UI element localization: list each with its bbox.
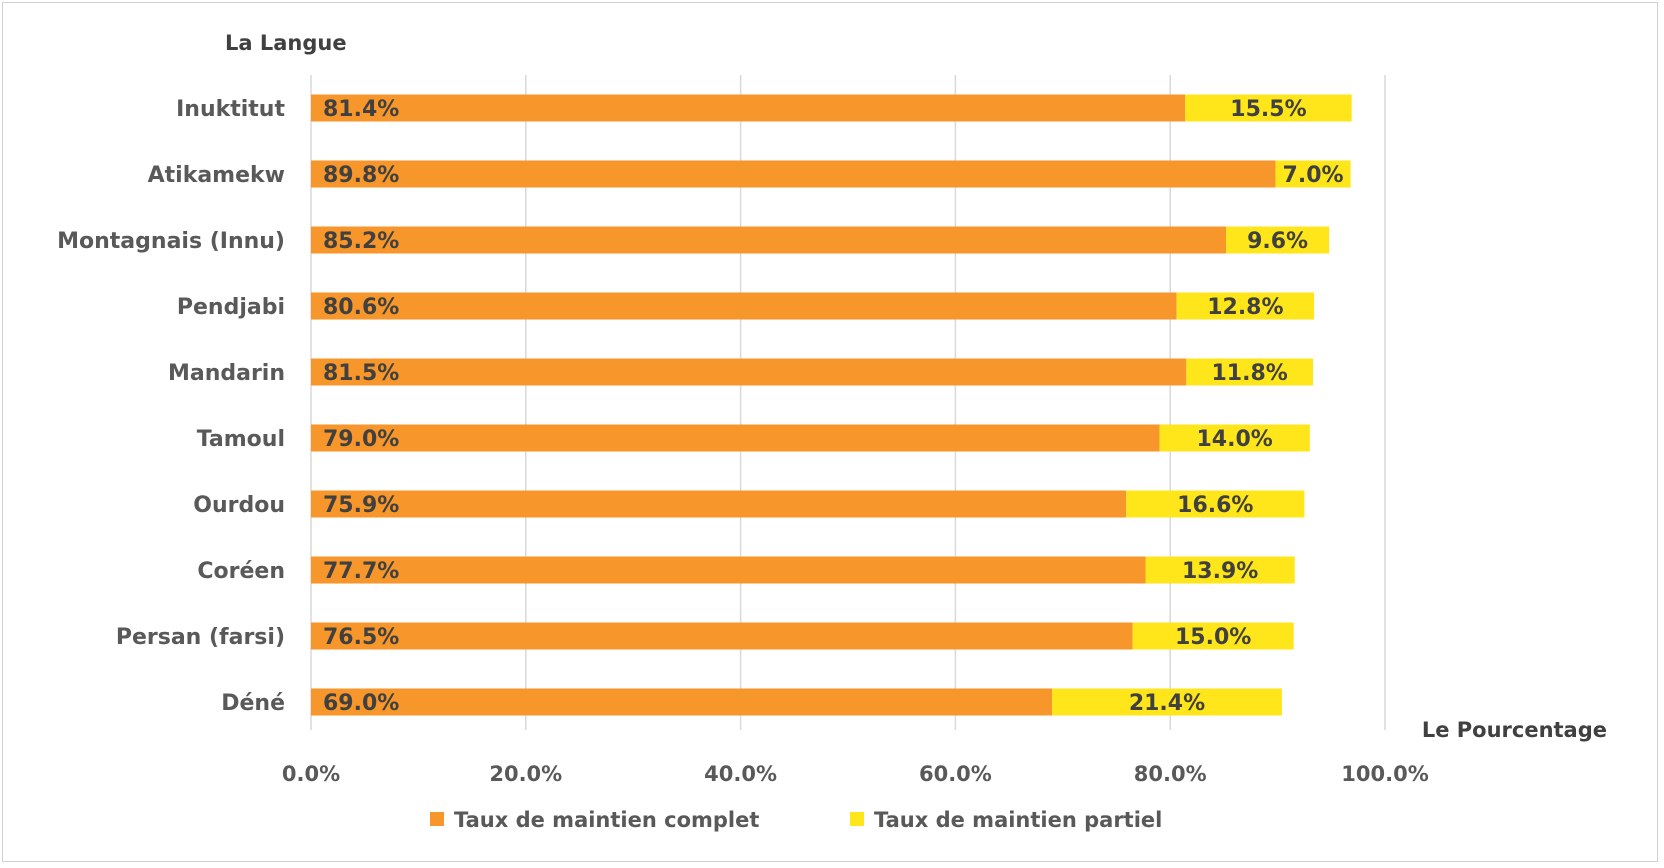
bar-segment (1052, 688, 1282, 716)
data-label: 81.4% (323, 97, 399, 122)
legend: Taux de maintien complet Taux de maintien… (430, 808, 1162, 832)
x-tick-label: 40.0% (704, 762, 777, 786)
data-label: 81.5% (323, 361, 399, 386)
bar-segment (1132, 622, 1294, 650)
bar-segment (311, 358, 1187, 386)
data-label: 15.0% (1175, 625, 1251, 650)
x-tick-label: 100.0% (1341, 762, 1428, 786)
data-label: 9.6% (1247, 229, 1308, 254)
data-label: 69.0% (323, 691, 399, 716)
x-tick-label: 0.0% (282, 762, 340, 786)
axes: La Langue Le Pourcentage 0.0% 20.0% 40.0% 6… (57, 31, 1607, 786)
bar-segment (1145, 556, 1295, 584)
data-label: 15.5% (1230, 97, 1306, 122)
legend-label: Taux de maintien complet (454, 808, 759, 832)
category-label: Montagnais (Innu) (57, 229, 285, 254)
data-labels: 81.4% 15.5% 89.8% 7.0% 85.2% 9.6% 80.6% 12.8% 81… (323, 97, 1344, 716)
x-axis-title: Le Pourcentage (1422, 718, 1607, 742)
category-label: Mandarin (168, 361, 285, 386)
data-label: 85.2% (323, 229, 399, 254)
data-label: 75.9% (323, 493, 399, 518)
category-label: Persan (farsi) (116, 625, 285, 650)
data-label: 7.0% (1283, 163, 1344, 188)
legend-swatch (850, 812, 864, 826)
data-label: 76.5% (323, 625, 399, 650)
data-label: 80.6% (323, 295, 399, 320)
x-tick-label: 60.0% (919, 762, 992, 786)
bar-segment (1126, 490, 1305, 518)
bar-segment (311, 688, 1053, 716)
bar-segment (1185, 94, 1352, 122)
bar-segment (311, 160, 1276, 188)
x-tick-label: 20.0% (489, 762, 562, 786)
bar-segment (1186, 358, 1314, 386)
bar-segment (311, 424, 1160, 452)
category-label: Coréen (197, 559, 285, 584)
bar-segment (311, 226, 1227, 254)
data-label: 79.0% (323, 427, 399, 452)
y-axis-title: La Langue (225, 31, 347, 55)
bar-segment (1159, 424, 1310, 452)
data-label: 11.8% (1212, 361, 1288, 386)
category-label: Ourdou (193, 493, 285, 518)
data-label: 21.4% (1129, 691, 1205, 716)
bar-segment (1176, 292, 1315, 320)
category-label: Déné (221, 691, 285, 716)
category-label: Pendjabi (177, 295, 285, 320)
bar-segment (311, 622, 1133, 650)
bar-segment (311, 490, 1127, 518)
data-label: 89.8% (323, 163, 399, 188)
data-label: 77.7% (323, 559, 399, 584)
x-tick-label: 80.0% (1134, 762, 1207, 786)
legend-label: Taux de maintien partiel (874, 808, 1162, 832)
data-label: 14.0% (1196, 427, 1272, 452)
data-label: 12.8% (1207, 295, 1283, 320)
bar-segment (1275, 160, 1351, 188)
bar-segment (1226, 226, 1330, 254)
data-label: 13.9% (1182, 559, 1258, 584)
bar-segment (311, 94, 1186, 122)
category-label: Tamoul (197, 427, 285, 452)
bars (311, 94, 1352, 716)
category-label: Inuktitut (176, 97, 285, 122)
legend-swatch (430, 812, 444, 826)
bar-segment (311, 292, 1177, 320)
data-label: 16.6% (1177, 493, 1253, 518)
bar-segment (311, 556, 1146, 584)
category-label: Atikamekw (148, 163, 285, 188)
